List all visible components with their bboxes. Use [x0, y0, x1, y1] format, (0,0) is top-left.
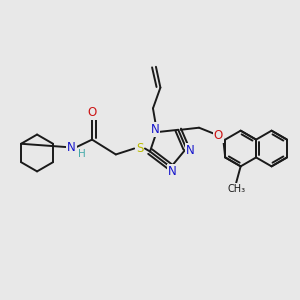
Text: N: N [151, 123, 159, 136]
Text: N: N [168, 165, 177, 178]
Text: H: H [78, 149, 86, 160]
Text: CH₃: CH₃ [227, 184, 245, 194]
Text: O: O [214, 129, 223, 142]
Text: O: O [87, 106, 97, 119]
Text: N: N [67, 140, 76, 154]
Text: S: S [136, 142, 143, 155]
Text: N: N [185, 143, 194, 157]
